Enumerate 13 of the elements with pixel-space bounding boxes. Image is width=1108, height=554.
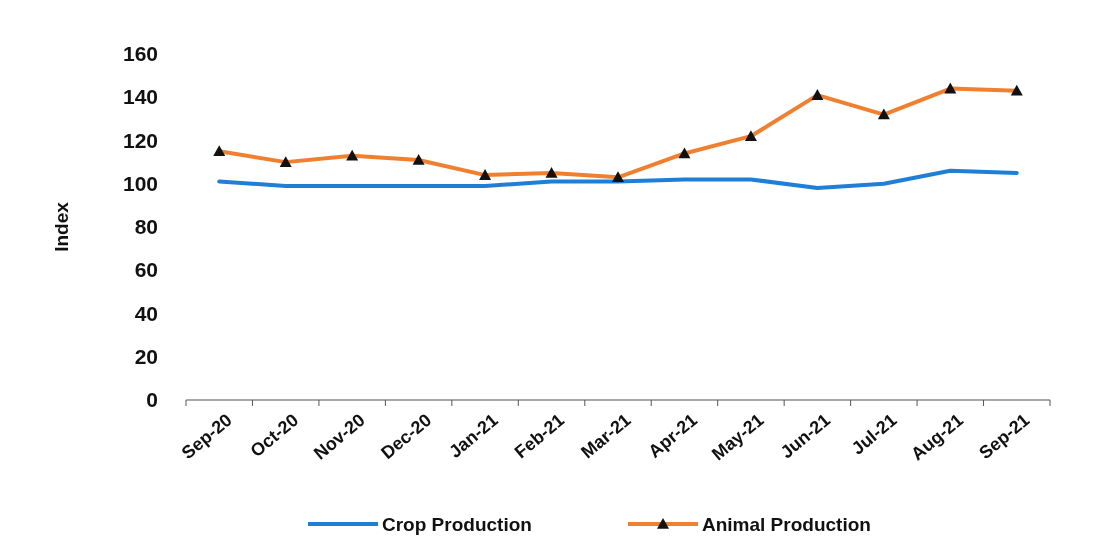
y-tick-label: 80: [134, 215, 158, 238]
y-tick-label: 0: [146, 388, 158, 411]
legend-label: Crop Production: [382, 514, 532, 535]
y-tick-label: 40: [134, 301, 158, 325]
line-series: [217, 168, 1019, 191]
y-tick-label: 120: [122, 128, 158, 152]
y-tick-label: 140: [122, 85, 158, 109]
y-axis-title: Index: [51, 201, 72, 252]
y-tick-label: 60: [134, 258, 158, 282]
y-tick-label: 20: [134, 344, 158, 368]
legend-label: Animal Production: [702, 514, 871, 535]
y-tick-label: 100: [122, 171, 158, 195]
y-tick-label: 160: [122, 42, 158, 65]
